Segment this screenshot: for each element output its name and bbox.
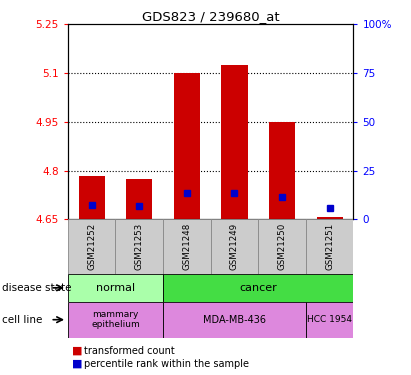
Bar (174, 73, 200, 219)
Bar (163, 302, 306, 338)
Text: GSM21251: GSM21251 (325, 223, 334, 270)
Bar (115, 219, 163, 274)
Text: percentile rank within the sample: percentile rank within the sample (84, 359, 249, 369)
Title: GDS823 / 239680_at: GDS823 / 239680_at (142, 10, 279, 23)
Bar (306, 219, 353, 274)
Text: ■: ■ (72, 359, 83, 369)
Bar (210, 219, 258, 274)
Text: GSM21252: GSM21252 (87, 223, 96, 270)
Bar (79, 176, 105, 219)
Bar (316, 217, 343, 219)
Text: GSM21250: GSM21250 (277, 223, 286, 270)
Bar (68, 219, 115, 274)
Bar (269, 122, 295, 219)
Text: ■: ■ (72, 346, 83, 355)
Bar (258, 219, 306, 274)
Bar (163, 274, 353, 302)
Bar (222, 65, 247, 219)
Bar (68, 302, 163, 338)
Text: GSM21253: GSM21253 (135, 223, 144, 270)
Text: MDA-MB-436: MDA-MB-436 (203, 315, 266, 325)
Bar (126, 179, 152, 219)
Text: transformed count: transformed count (84, 346, 175, 355)
Text: GSM21248: GSM21248 (182, 223, 192, 270)
Text: disease state: disease state (2, 283, 72, 293)
Text: cell line: cell line (2, 315, 42, 325)
Text: cancer: cancer (239, 283, 277, 293)
Text: normal: normal (96, 283, 135, 293)
Bar (163, 219, 210, 274)
Text: mammary
epithelium: mammary epithelium (91, 310, 140, 329)
Text: GSM21249: GSM21249 (230, 223, 239, 270)
Bar (68, 274, 163, 302)
Text: HCC 1954: HCC 1954 (307, 315, 352, 324)
Bar (306, 302, 353, 338)
